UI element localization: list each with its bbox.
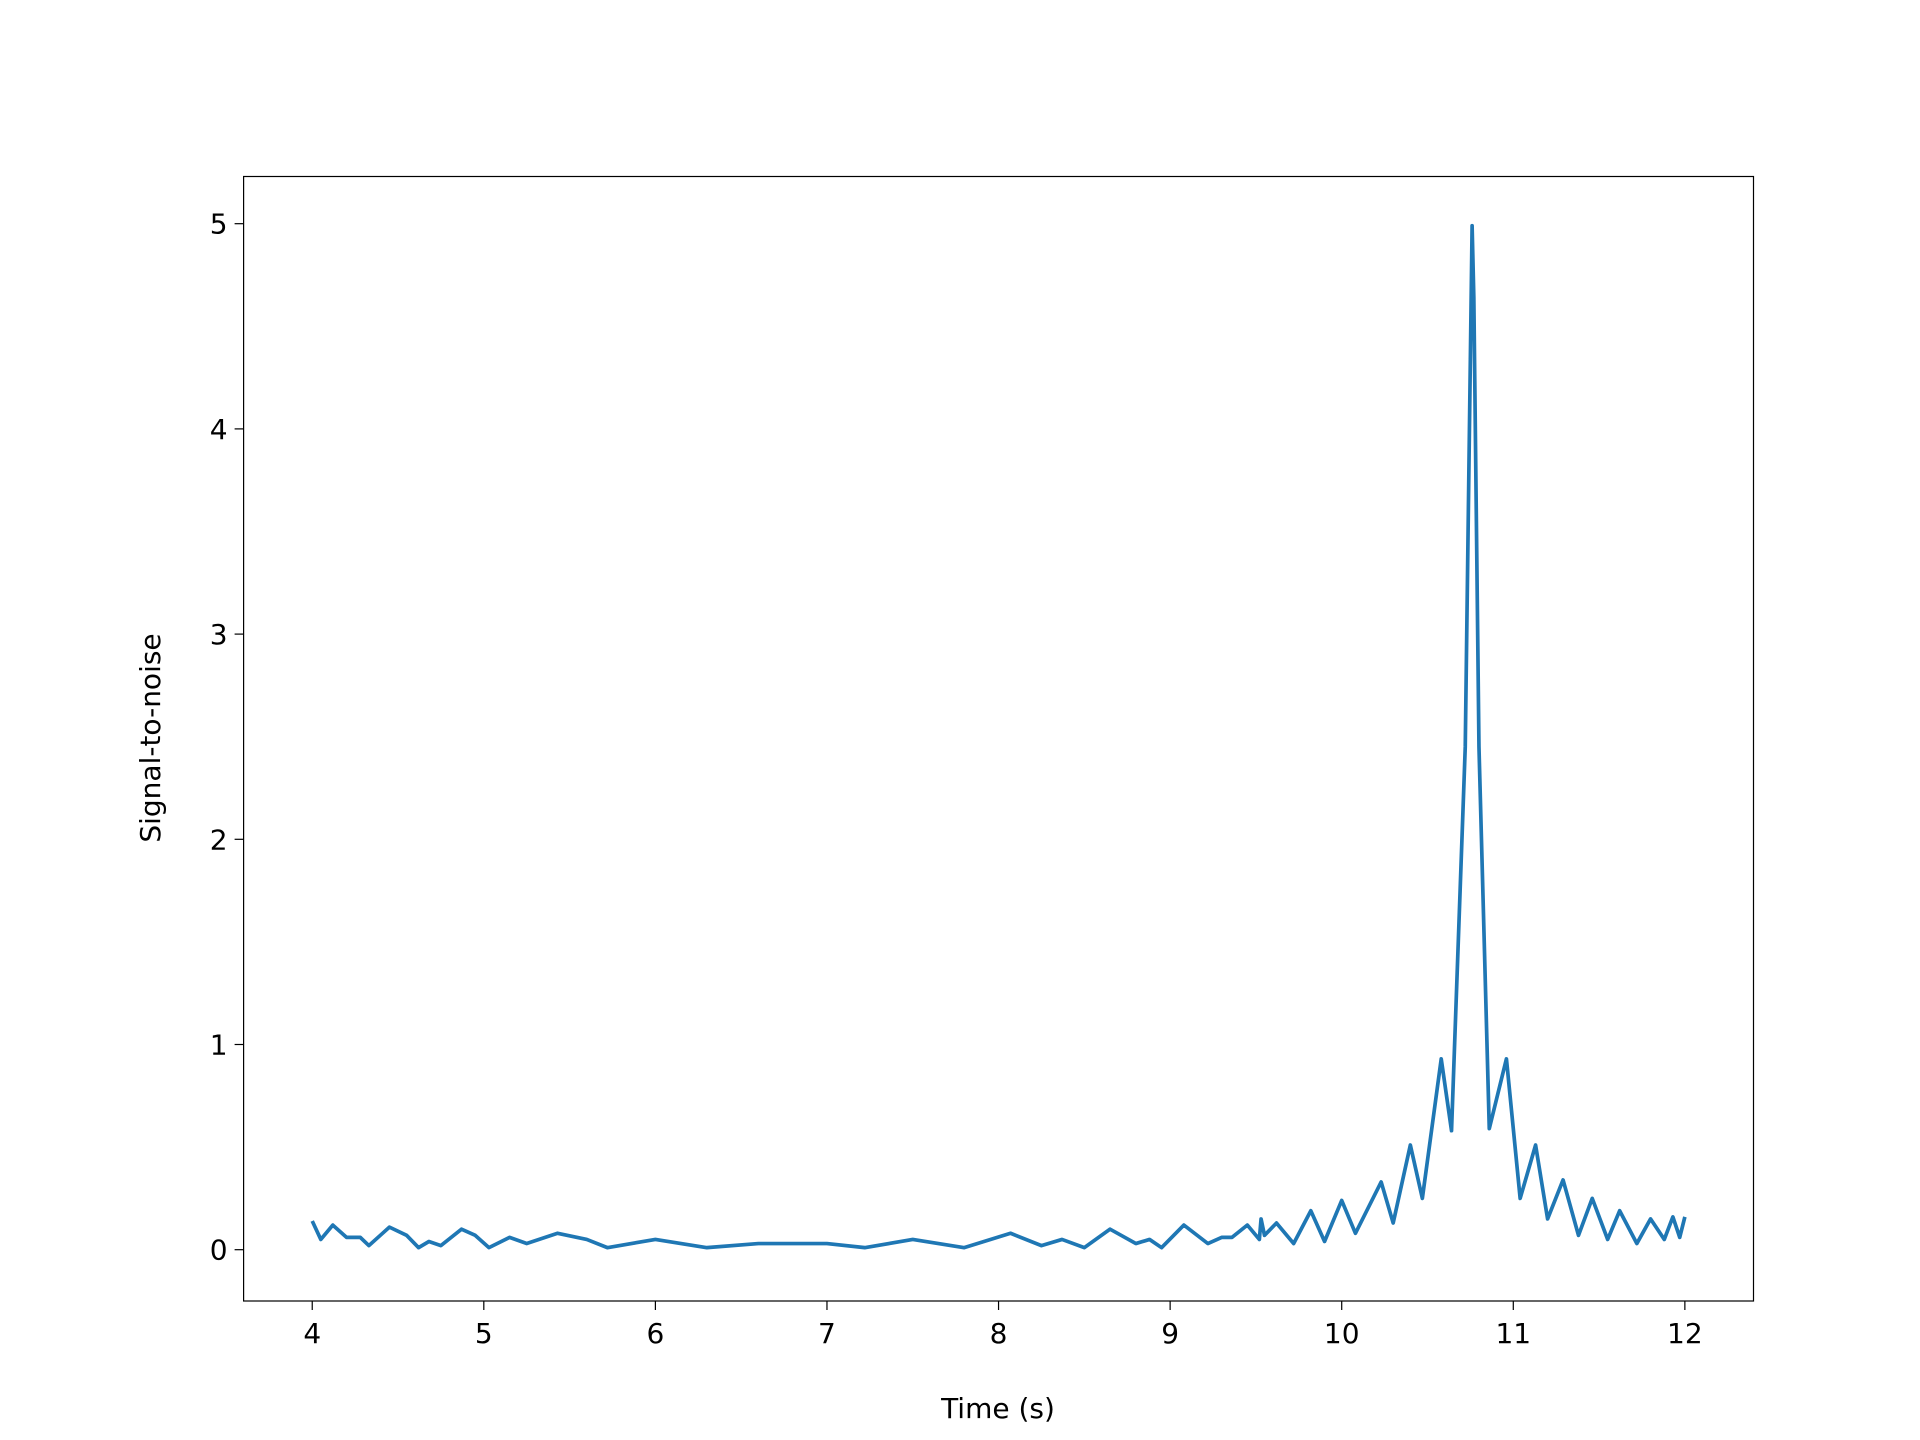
x-axis-label: Time (s) xyxy=(940,1392,1055,1425)
y-tick-label: 4 xyxy=(210,413,228,446)
x-tick-label: 12 xyxy=(1667,1317,1703,1350)
y-tick-label: 2 xyxy=(210,823,228,856)
x-tick-label: 6 xyxy=(646,1317,664,1350)
y-tick-label: 0 xyxy=(210,1234,228,1267)
x-tick-label: 7 xyxy=(818,1317,836,1350)
x-tick-label: 4 xyxy=(303,1317,321,1350)
y-tick-label: 3 xyxy=(210,618,228,651)
x-tick-label: 5 xyxy=(475,1317,493,1350)
x-tick-label: 11 xyxy=(1495,1317,1531,1350)
y-tick-label: 1 xyxy=(210,1028,228,1061)
y-axis-label: Signal-to-noise xyxy=(134,633,167,842)
line-series xyxy=(310,223,1687,1250)
x-tick-label: 9 xyxy=(1161,1317,1179,1350)
y-tick-label: 5 xyxy=(210,208,228,241)
x-tick-label: 10 xyxy=(1324,1317,1360,1350)
x-tick-label: 8 xyxy=(990,1317,1008,1350)
plot-frame xyxy=(243,175,1755,1302)
